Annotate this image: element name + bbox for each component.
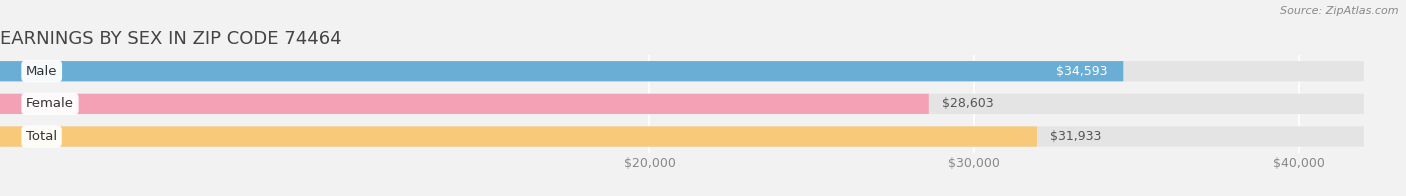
Text: $34,593: $34,593: [1056, 65, 1107, 78]
Text: EARNINGS BY SEX IN ZIP CODE 74464: EARNINGS BY SEX IN ZIP CODE 74464: [0, 30, 342, 48]
FancyBboxPatch shape: [0, 94, 1364, 114]
FancyBboxPatch shape: [0, 126, 1038, 147]
Text: $31,933: $31,933: [1050, 130, 1101, 143]
Text: Total: Total: [25, 130, 58, 143]
FancyBboxPatch shape: [0, 94, 929, 114]
FancyBboxPatch shape: [0, 61, 1123, 81]
Text: Source: ZipAtlas.com: Source: ZipAtlas.com: [1281, 6, 1399, 16]
Text: Female: Female: [25, 97, 75, 110]
FancyBboxPatch shape: [0, 126, 1364, 147]
Text: $28,603: $28,603: [942, 97, 994, 110]
FancyBboxPatch shape: [0, 61, 1364, 81]
Text: Male: Male: [25, 65, 58, 78]
